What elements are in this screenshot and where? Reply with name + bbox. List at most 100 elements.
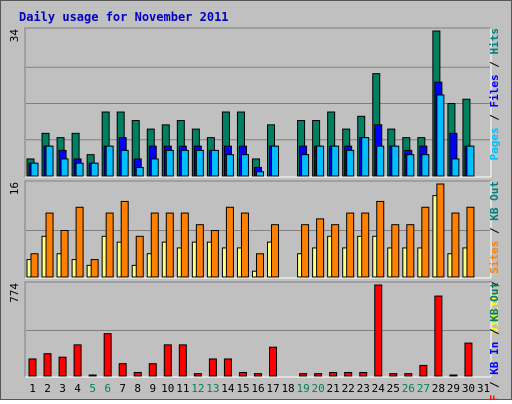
day-label: 19 <box>296 382 309 395</box>
bar <box>421 154 430 177</box>
legend-segment: / <box>488 375 501 395</box>
day-label: 28 <box>432 382 445 395</box>
bar <box>165 212 174 278</box>
bar <box>240 154 249 177</box>
day-label: 18 <box>281 382 294 395</box>
bar <box>195 149 204 177</box>
bar <box>421 206 430 278</box>
legend-segment: Sites <box>488 241 501 274</box>
bar <box>404 373 413 377</box>
bar <box>30 162 39 177</box>
bar <box>103 333 112 377</box>
legend-segment: Pages <box>488 127 501 160</box>
bar <box>359 371 368 377</box>
bar <box>331 224 340 278</box>
day-label: 17 <box>266 382 279 395</box>
bar <box>60 230 69 278</box>
bar <box>75 162 84 177</box>
day-label: 3 <box>59 382 66 395</box>
day-label: 21 <box>327 382 340 395</box>
bar <box>195 224 204 278</box>
bar <box>180 212 189 278</box>
bar <box>269 346 278 377</box>
bar <box>240 212 249 278</box>
bar <box>135 166 144 177</box>
bar <box>391 224 400 278</box>
bar <box>210 230 219 278</box>
bar <box>120 149 129 177</box>
bar <box>223 358 232 377</box>
legend-segment: KB Out <box>488 282 501 322</box>
bar <box>135 235 144 278</box>
day-label: 16 <box>251 382 264 395</box>
bot-series-kb-f <box>28 284 473 377</box>
bar <box>464 342 473 377</box>
chart-title: Daily usage for November 2011 <box>19 10 229 24</box>
day-label: 23 <box>357 382 370 395</box>
bar <box>178 344 187 377</box>
bar <box>165 149 174 177</box>
bar <box>389 373 398 377</box>
legend-segment: / <box>488 221 501 241</box>
bar <box>75 206 84 278</box>
bar <box>105 145 114 177</box>
day-label: 24 <box>372 382 386 395</box>
bar <box>374 284 383 377</box>
mid-max-label: 16 <box>8 182 21 195</box>
bar <box>466 145 475 177</box>
bar <box>329 371 338 377</box>
bar <box>316 145 325 177</box>
bar <box>406 154 415 177</box>
bar <box>148 363 157 377</box>
bar <box>45 212 54 278</box>
bar <box>208 358 217 377</box>
bar <box>60 158 69 177</box>
bar <box>255 253 264 278</box>
day-label: 26 <box>402 382 415 395</box>
bar <box>314 373 323 377</box>
bot-max-label: 774 <box>8 283 21 303</box>
day-label: 22 <box>342 382 355 395</box>
day-label: 29 <box>447 382 460 395</box>
bar <box>150 212 159 278</box>
bar <box>210 149 219 177</box>
bar <box>90 162 99 177</box>
top-series-pages <box>30 94 475 177</box>
bar <box>90 259 99 278</box>
bar <box>436 94 445 177</box>
bar <box>225 206 234 278</box>
bar <box>301 154 310 177</box>
bar <box>451 158 460 177</box>
bar <box>361 212 370 278</box>
day-label: 5 <box>89 382 96 395</box>
bar <box>466 206 475 278</box>
bar <box>271 145 280 177</box>
bar <box>163 344 172 377</box>
bar <box>255 171 264 177</box>
day-label: 4 <box>74 382 81 395</box>
day-label: 13 <box>206 382 219 395</box>
day-label: 31 <box>477 382 490 395</box>
legend-segment: Hits <box>488 28 501 55</box>
day-label: 7 <box>119 382 126 395</box>
top-max-label: 34 <box>8 29 21 43</box>
day-label: 8 <box>134 382 141 395</box>
bar <box>346 149 355 177</box>
bar <box>449 374 458 377</box>
bar <box>331 145 340 177</box>
day-label: 11 <box>176 382 189 395</box>
bar <box>58 356 67 377</box>
mid-series-sites <box>30 183 475 278</box>
bar <box>43 353 52 377</box>
legend-segment: / <box>488 322 501 342</box>
bar <box>434 295 443 377</box>
legend-segment: / <box>488 55 501 75</box>
bar <box>180 149 189 177</box>
bar <box>406 224 415 278</box>
bar <box>225 154 234 177</box>
bar <box>118 363 127 377</box>
bar <box>299 373 308 377</box>
bar <box>346 212 355 278</box>
legend-segment: KB Out <box>488 181 501 221</box>
